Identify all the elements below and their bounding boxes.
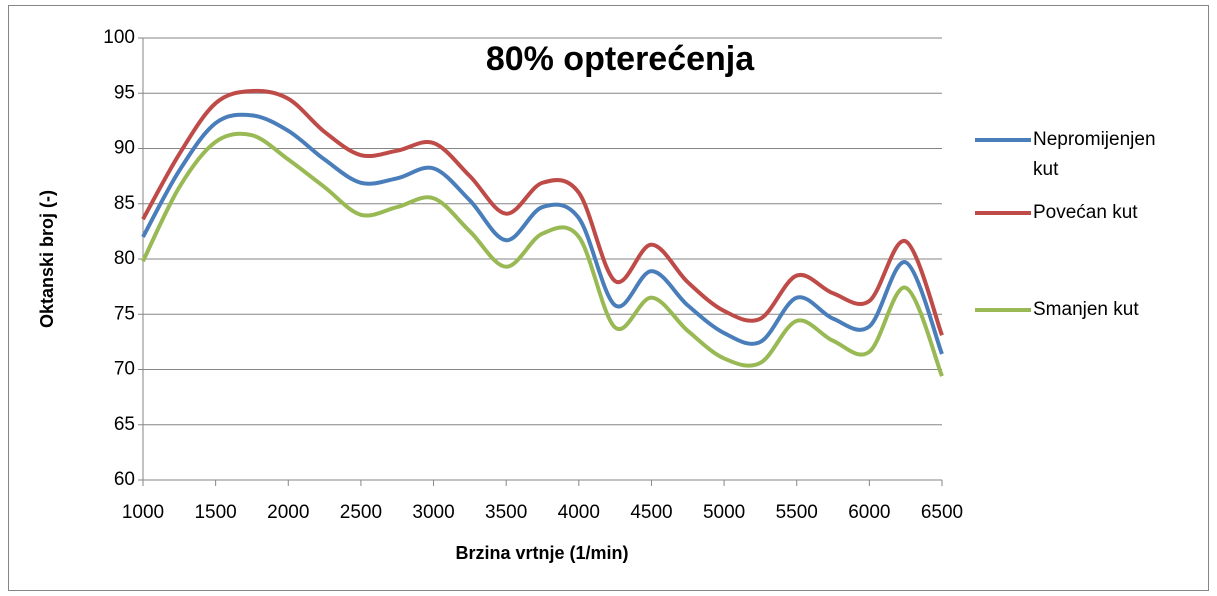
x-tick-label: 6000 [848,502,890,523]
y-tick-label: 90 [114,138,135,159]
x-tick-label: 1500 [194,502,236,523]
series-line [141,112,944,355]
x-tick-label: 4000 [558,502,600,523]
x-tick-label: 2500 [340,502,382,523]
y-tick-label: 80 [114,248,135,269]
x-tick-label: 6500 [921,502,963,523]
y-tick-label: 70 [114,359,135,380]
y-axis-label: Oktanski broj (-) [37,190,57,328]
y-tick-label: 85 [114,193,135,214]
legend-label: Smanjen kut [1033,299,1139,320]
y-tick-label: 95 [114,82,135,103]
legend-label: Povećan kut [1033,202,1138,223]
x-axis-label: Brzina vrtnje (1/min) [455,543,628,563]
y-tick-label: 65 [114,414,135,435]
legend-label: Nepromijenjen kut [1033,129,1156,180]
y-tick-label: 75 [114,303,135,324]
series-line [141,131,944,377]
x-tick-label: 5000 [703,502,745,523]
x-tick-label: 3000 [412,502,454,523]
x-tick-label: 4500 [630,502,672,523]
x-tick-label: 3500 [485,502,527,523]
series-line [141,88,944,336]
y-tick-label: 60 [114,469,135,490]
chart-title: 80% opterećenja [486,40,755,78]
x-tick-label: 2000 [267,502,309,523]
y-tick-label: 100 [103,27,135,48]
x-tick-label: 1000 [122,502,164,523]
x-tick-label: 5500 [776,502,818,523]
